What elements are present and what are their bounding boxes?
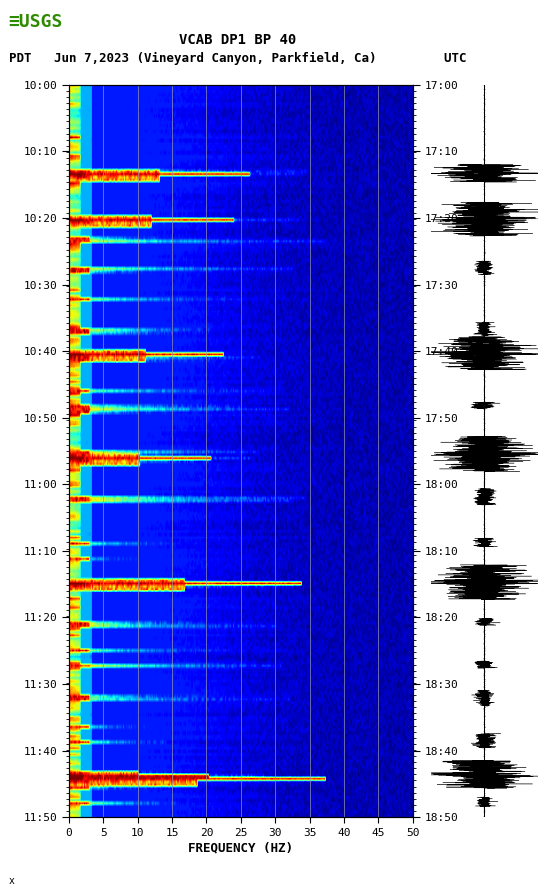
Text: PDT   Jun 7,2023 (Vineyard Canyon, Parkfield, Ca)         UTC: PDT Jun 7,2023 (Vineyard Canyon, Parkfie… [9, 52, 466, 64]
Text: ≡USGS: ≡USGS [8, 13, 63, 31]
X-axis label: FREQUENCY (HZ): FREQUENCY (HZ) [188, 842, 293, 855]
Text: x: x [8, 876, 14, 886]
Text: VCAB DP1 BP 40: VCAB DP1 BP 40 [179, 33, 296, 47]
